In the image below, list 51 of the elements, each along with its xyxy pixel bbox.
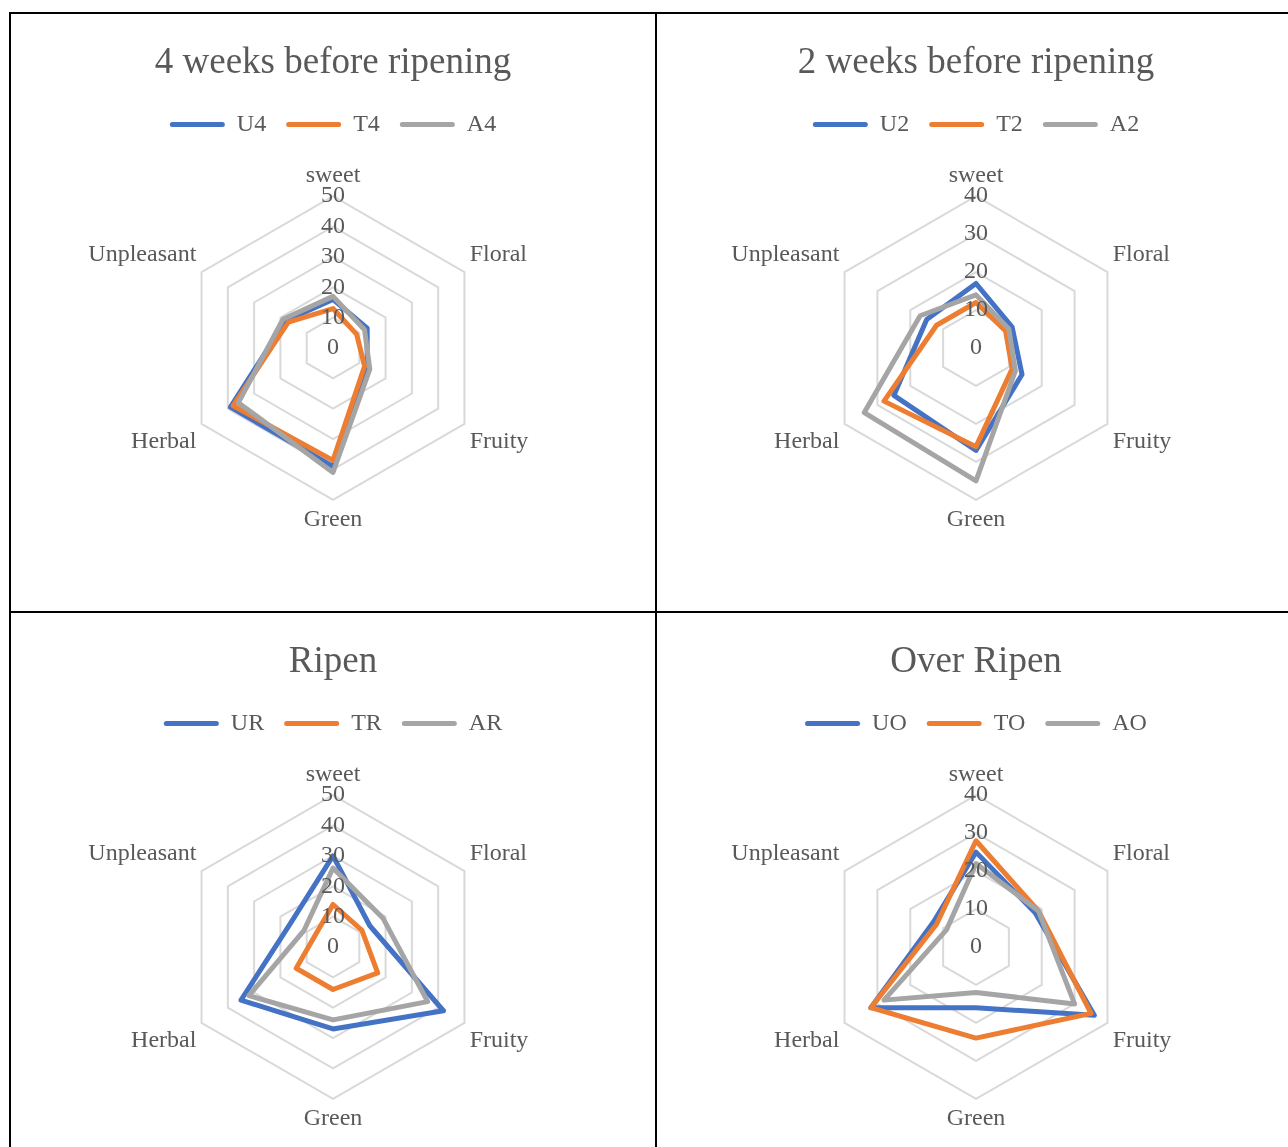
spoke-label: Green <box>946 505 1006 532</box>
y-tick-label: 20 <box>964 257 988 284</box>
y-tick-label: 0 <box>327 932 339 959</box>
spoke-label: Fruity <box>469 1025 529 1052</box>
spoke-label: Floral <box>469 839 528 865</box>
spoke-label: Fruity <box>1112 426 1172 453</box>
y-tick-label: 40 <box>321 211 345 238</box>
legend-label: A4 <box>466 109 497 136</box>
chart-title: Ripen <box>288 638 378 680</box>
legend-label: UR <box>230 708 265 735</box>
chart-title: 4 weeks before ripening <box>154 39 512 81</box>
spoke-label: Floral <box>469 240 528 266</box>
legend-label: AO <box>1112 708 1147 735</box>
y-tick-label: 30 <box>321 841 345 868</box>
spoke-label: Fruity <box>469 426 529 453</box>
chart-title: 2 weeks before ripening <box>797 39 1155 81</box>
y-tick-label: 0 <box>327 333 339 360</box>
legend-label: T4 <box>353 109 380 136</box>
y-tick-label: 40 <box>321 810 345 837</box>
legend-label: U2 <box>879 109 910 136</box>
spoke-label: Herbal <box>774 426 840 453</box>
legend-label: A2 <box>1109 109 1140 136</box>
spoke-label: Green <box>946 1104 1006 1131</box>
spoke-label: Green <box>303 1104 363 1131</box>
y-tick-label: 30 <box>964 818 988 845</box>
y-tick-label: 30 <box>321 242 345 269</box>
spoke-label: Unpleasant <box>88 839 197 865</box>
y-tick-label: 20 <box>321 272 345 299</box>
y-tick-label: 10 <box>964 295 988 322</box>
y-tick-label: 20 <box>321 871 345 898</box>
y-tick-label: 10 <box>964 894 988 921</box>
y-tick-label: 30 <box>964 219 988 246</box>
spoke-label: Herbal <box>774 1025 840 1052</box>
legend-label: TR <box>351 708 382 735</box>
legend-label: AR <box>468 708 503 735</box>
spoke-label: Herbal <box>131 426 197 453</box>
y-tick-label: 0 <box>970 932 982 959</box>
spoke-label: Floral <box>1112 240 1171 266</box>
chart-title: Over Ripen <box>890 638 1062 680</box>
spoke-label: Green <box>303 505 363 532</box>
legend-label: T2 <box>996 109 1023 136</box>
spoke-label: Unpleasant <box>731 240 840 266</box>
legend-label: TO <box>993 708 1026 735</box>
spoke-label: Floral <box>1112 839 1171 865</box>
spoke-label: Unpleasant <box>88 240 197 266</box>
spoke-label: Unpleasant <box>731 839 840 865</box>
legend-label: UO <box>872 708 907 735</box>
spoke-label: Fruity <box>1112 1025 1172 1052</box>
spoke-label: Herbal <box>131 1025 197 1052</box>
legend-label: U4 <box>236 109 267 136</box>
y-tick-label: 0 <box>970 333 982 360</box>
